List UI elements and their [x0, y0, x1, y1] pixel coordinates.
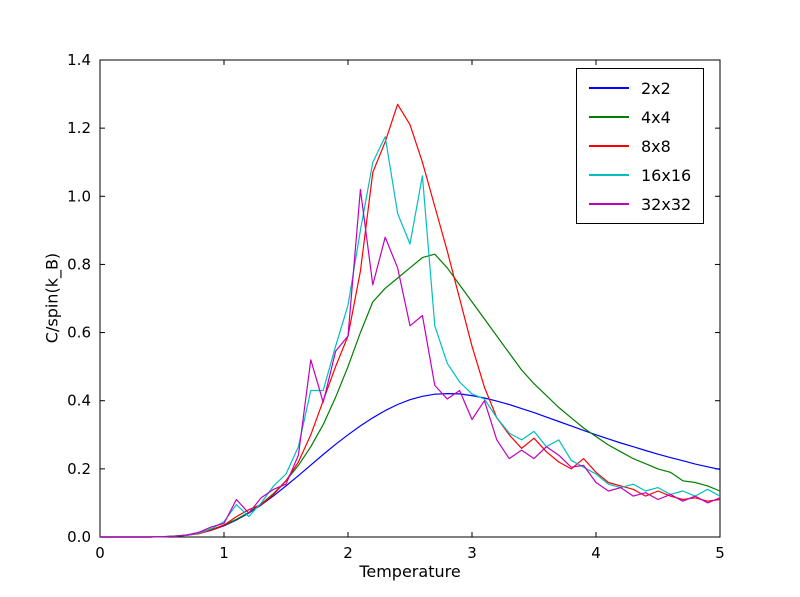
- x-tick-label: 4: [591, 544, 601, 562]
- legend: 2x2 4x4 8x8 16x16 32x32: [576, 68, 705, 224]
- legend-item: 32x32: [589, 193, 691, 215]
- series-line-32x32: [100, 188, 721, 538]
- x-axis-label: Temperature: [359, 562, 461, 581]
- legend-label: 4x4: [641, 107, 671, 127]
- y-tick-label: 1.2: [67, 119, 91, 137]
- x-tick-label: 5: [715, 544, 725, 562]
- legend-label: 32x32: [641, 194, 692, 214]
- series-line-4x4: [100, 253, 721, 538]
- series-line-8x8: [100, 103, 721, 538]
- y-tick-label: 0.2: [67, 460, 91, 478]
- x-tick-label: 2: [343, 544, 353, 562]
- y-tick-label: 1.4: [67, 51, 91, 69]
- legend-line-sample: [589, 87, 629, 89]
- y-axis-label: C/spin(k_B): [42, 252, 62, 344]
- x-tick-label: 3: [467, 544, 477, 562]
- axes-frame: [99, 59, 721, 538]
- y-tick-label: 0.8: [67, 255, 91, 273]
- legend-item: 16x16: [589, 164, 691, 186]
- x-tick-label: 0: [95, 544, 105, 562]
- legend-line-sample: [589, 116, 629, 118]
- y-tick-label: 1.0: [67, 187, 91, 205]
- legend-label: 8x8: [641, 136, 671, 156]
- legend-item: 8x8: [589, 135, 691, 157]
- legend-line-sample: [589, 145, 629, 147]
- series-line-16x16: [100, 136, 721, 538]
- legend-item: 2x2: [589, 77, 691, 99]
- legend-label: 2x2: [641, 78, 671, 98]
- y-tick-label: 0.6: [67, 324, 91, 342]
- legend-label: 16x16: [641, 165, 692, 185]
- y-tick-label: 0.4: [67, 392, 91, 410]
- series-line-2x2: [100, 393, 721, 538]
- legend-line-sample: [589, 203, 629, 205]
- legend-item: 4x4: [589, 106, 691, 128]
- y-tick-label: 0.0: [67, 528, 91, 546]
- x-tick-label: 1: [219, 544, 229, 562]
- legend-line-sample: [589, 174, 629, 176]
